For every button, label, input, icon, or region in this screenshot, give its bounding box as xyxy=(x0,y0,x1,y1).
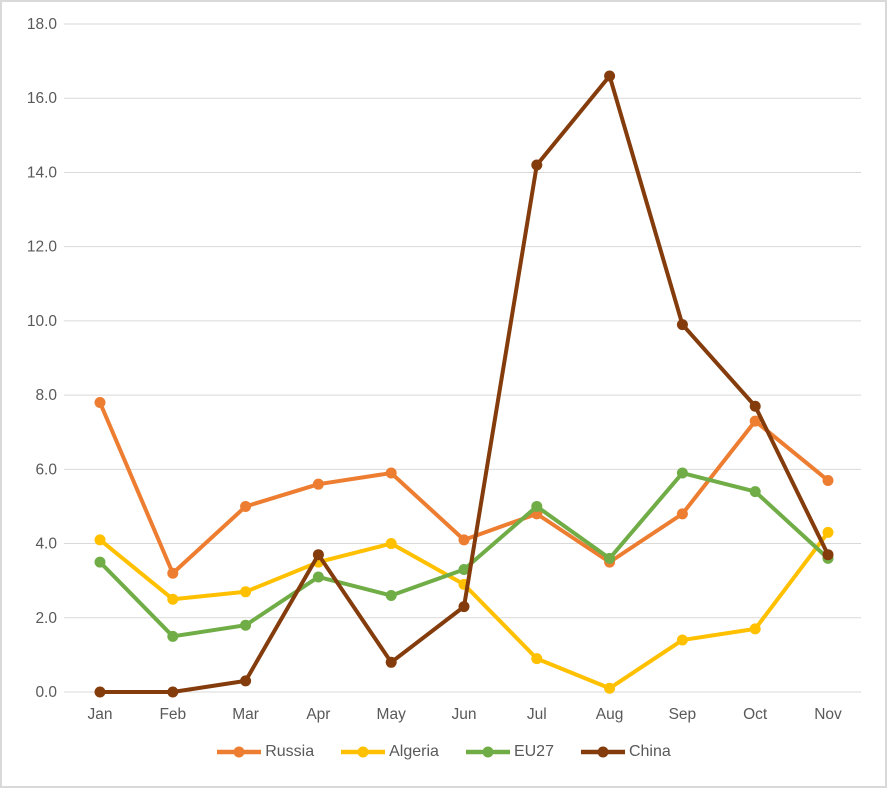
data-point-china-jun xyxy=(458,601,470,613)
data-point-eu27-jan xyxy=(94,556,106,568)
x-tick-label: Mar xyxy=(232,706,259,723)
data-point-russia-apr xyxy=(312,478,324,490)
x-tick-label: Jul xyxy=(527,706,547,723)
legend-marker-eu27-icon xyxy=(465,746,510,758)
data-point-eu27-apr xyxy=(312,571,324,583)
data-point-eu27-jun xyxy=(458,564,470,576)
data-point-russia-sep xyxy=(676,508,688,520)
data-point-china-may xyxy=(385,656,397,668)
data-point-eu27-jul xyxy=(531,500,543,512)
data-point-china-jul xyxy=(531,159,543,171)
x-tick-label: Feb xyxy=(159,706,186,723)
data-point-russia-may xyxy=(385,467,397,479)
data-point-russia-jun xyxy=(458,534,470,546)
y-tick-label: 2.0 xyxy=(35,610,57,627)
data-point-eu27-feb xyxy=(167,630,179,642)
legend-item-algeria: Algeria xyxy=(340,744,439,760)
y-tick-label: 14.0 xyxy=(27,164,58,181)
y-tick-label: 12.0 xyxy=(27,239,58,256)
data-point-russia-jan xyxy=(94,397,106,409)
data-point-algeria-aug xyxy=(604,682,616,694)
data-point-algeria-sep xyxy=(676,634,688,646)
data-point-algeria-may xyxy=(385,538,397,550)
data-point-algeria-jan xyxy=(94,534,106,546)
x-tick-label: Sep xyxy=(669,706,697,723)
legend-label: EU27 xyxy=(513,743,554,760)
legend-marker-china-icon xyxy=(580,746,625,758)
data-point-eu27-sep xyxy=(676,467,688,479)
x-tick-label: May xyxy=(377,706,407,723)
data-point-china-jan xyxy=(94,686,106,698)
data-point-russia-oct xyxy=(749,415,761,427)
data-point-eu27-mar xyxy=(240,619,252,631)
data-point-china-feb xyxy=(167,686,179,698)
x-tick-label: Nov xyxy=(814,706,842,723)
x-tick-label: Jan xyxy=(88,706,113,723)
x-tick-label: Oct xyxy=(743,706,768,723)
data-point-china-sep xyxy=(676,319,688,331)
data-point-algeria-feb xyxy=(167,593,179,605)
y-tick-label: 10.0 xyxy=(27,313,58,330)
series-line-china xyxy=(98,73,830,694)
data-point-russia-feb xyxy=(167,567,179,579)
legend: Russia Algeria EU27 China xyxy=(2,744,885,760)
data-point-eu27-aug xyxy=(604,552,616,564)
data-point-china-mar xyxy=(240,675,252,687)
y-tick-label: 18.0 xyxy=(27,16,58,33)
data-point-eu27-may xyxy=(385,590,397,602)
legend-item-eu27: EU27 xyxy=(465,744,554,760)
series-line-russia xyxy=(98,400,830,576)
data-point-china-apr xyxy=(312,549,324,561)
x-tick-label: Apr xyxy=(306,706,330,723)
y-tick-label: 6.0 xyxy=(35,461,57,478)
legend-item-russia: Russia xyxy=(216,744,314,760)
y-tick-label: 4.0 xyxy=(35,536,57,553)
legend-marker-russia-icon xyxy=(217,746,262,758)
legend-marker-algeria-icon xyxy=(341,746,386,758)
legend-label: Algeria xyxy=(389,743,439,760)
data-point-algeria-mar xyxy=(240,586,252,598)
data-point-china-oct xyxy=(749,400,761,412)
data-point-algeria-oct xyxy=(749,623,761,635)
x-tick-label: Aug xyxy=(596,706,624,723)
data-point-china-nov xyxy=(822,549,834,561)
x-tick-label: Jun xyxy=(452,706,477,723)
y-tick-label: 0.0 xyxy=(35,684,57,701)
data-point-algeria-jul xyxy=(531,653,543,665)
legend-label: China xyxy=(628,743,671,760)
y-tick-label: 8.0 xyxy=(35,387,57,404)
data-point-algeria-nov xyxy=(822,526,834,538)
legend-item-china: China xyxy=(580,744,671,760)
y-tick-label: 16.0 xyxy=(27,90,58,107)
data-point-russia-nov xyxy=(822,474,834,486)
data-point-russia-mar xyxy=(240,500,252,512)
data-point-china-aug xyxy=(604,70,616,82)
legend-label: Russia xyxy=(265,743,315,760)
data-point-eu27-oct xyxy=(749,486,761,498)
